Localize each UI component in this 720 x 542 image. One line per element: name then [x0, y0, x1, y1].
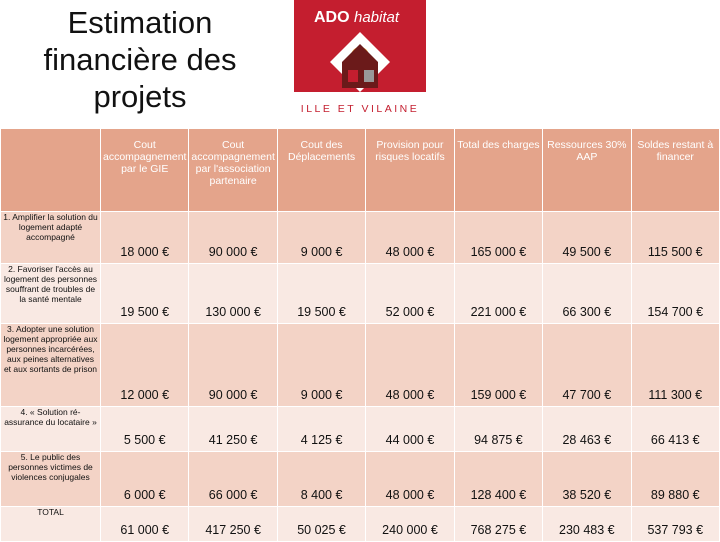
value-cell: 537 793 €: [630, 506, 720, 542]
table-row: 1. Amplifier la solution du logement ada…: [0, 211, 720, 264]
table-body: 1. Amplifier la solution du logement ada…: [0, 211, 720, 542]
table-row: 4. « Solution ré-assurance du locataire …: [0, 406, 720, 452]
value-cell: 48 000 €: [365, 211, 455, 264]
value-cell: 165 000 €: [453, 211, 544, 264]
value-cell: 130 000 €: [188, 263, 278, 324]
value-cell: 9 000 €: [276, 211, 367, 264]
slide-title: Estimation financière des projets: [43, 5, 237, 114]
column-header: Total des charges: [453, 128, 544, 212]
row-label: 4. « Solution ré-assurance du locataire …: [0, 406, 101, 452]
value-cell: 8 400 €: [276, 451, 367, 507]
value-cell: 768 275 €: [453, 506, 544, 542]
table-row: 5. Le public des personnes victimes de v…: [0, 451, 720, 507]
row-label: TOTAL: [0, 506, 101, 542]
value-cell: 66 000 €: [188, 451, 278, 507]
logo-brand: ADO: [314, 9, 350, 26]
value-cell: 44 000 €: [365, 406, 455, 452]
value-cell: 38 520 €: [542, 451, 632, 507]
row-label: 3. Adopter une solution logement appropr…: [0, 323, 101, 407]
column-header: Cout accompagnement par le GIE: [99, 128, 190, 212]
value-cell: 111 300 €: [630, 323, 720, 407]
row-label: 2. Favoriser l'accès au logement des per…: [0, 263, 101, 324]
value-cell: 41 250 €: [188, 406, 278, 452]
logo-region: ILLE ET VILAINE: [301, 103, 419, 115]
row-label: 5. Le public des personnes victimes de v…: [0, 451, 101, 507]
value-cell: 90 000 €: [188, 323, 278, 407]
logo-brand-suffix: habitat: [354, 9, 400, 26]
column-header: Cout des Déplacements: [276, 128, 367, 212]
value-cell: 50 025 €: [276, 506, 367, 542]
value-cell: 66 413 €: [630, 406, 720, 452]
value-cell: 19 500 €: [276, 263, 367, 324]
value-cell: 19 500 €: [99, 263, 190, 324]
logo: ADO habitat ILLE ET VILAINE: [290, 0, 430, 120]
value-cell: 61 000 €: [99, 506, 190, 542]
value-cell: 5 500 €: [99, 406, 190, 452]
logo-emblem: [330, 32, 390, 92]
value-cell: 221 000 €: [453, 263, 544, 324]
column-header: Ressources 30% AAP: [542, 128, 632, 212]
table-row: 3. Adopter une solution logement appropr…: [0, 323, 720, 407]
value-cell: 4 125 €: [276, 406, 367, 452]
value-cell: 417 250 €: [188, 506, 278, 542]
table-row: TOTAL 61 000 €417 250 €50 025 €240 000 €7…: [0, 506, 720, 542]
value-cell: 66 300 €: [542, 263, 632, 324]
table-row: 2. Favoriser l'accès au logement des per…: [0, 263, 720, 324]
column-header: Soldes restant à financer: [630, 128, 720, 212]
value-cell: 128 400 €: [453, 451, 544, 507]
value-cell: 49 500 €: [542, 211, 632, 264]
row-label: 1. Amplifier la solution du logement ada…: [0, 211, 101, 264]
value-cell: 6 000 €: [99, 451, 190, 507]
value-cell: 48 000 €: [365, 451, 455, 507]
value-cell: 28 463 €: [542, 406, 632, 452]
value-cell: 47 700 €: [542, 323, 632, 407]
column-header: Cout accompagnement par l'association pa…: [188, 128, 278, 212]
value-cell: 18 000 €: [99, 211, 190, 264]
value-cell: 12 000 €: [99, 323, 190, 407]
value-cell: 154 700 €: [630, 263, 720, 324]
column-header: Provision pour risques locatifs: [365, 128, 455, 212]
value-cell: 90 000 €: [188, 211, 278, 264]
corner-cell: [0, 128, 101, 212]
financial-table: Cout accompagnement par le GIE Cout accom…: [0, 128, 720, 542]
header-row: Cout accompagnement par le GIE Cout accom…: [0, 128, 720, 212]
value-cell: 240 000 €: [365, 506, 455, 542]
value-cell: 94 875 €: [453, 406, 544, 452]
value-cell: 230 483 €: [542, 506, 632, 542]
value-cell: 159 000 €: [453, 323, 544, 407]
value-cell: 48 000 €: [365, 323, 455, 407]
value-cell: 115 500 €: [630, 211, 720, 264]
value-cell: 9 000 €: [276, 323, 367, 407]
value-cell: 89 880 €: [630, 451, 720, 507]
value-cell: 52 000 €: [365, 263, 455, 324]
